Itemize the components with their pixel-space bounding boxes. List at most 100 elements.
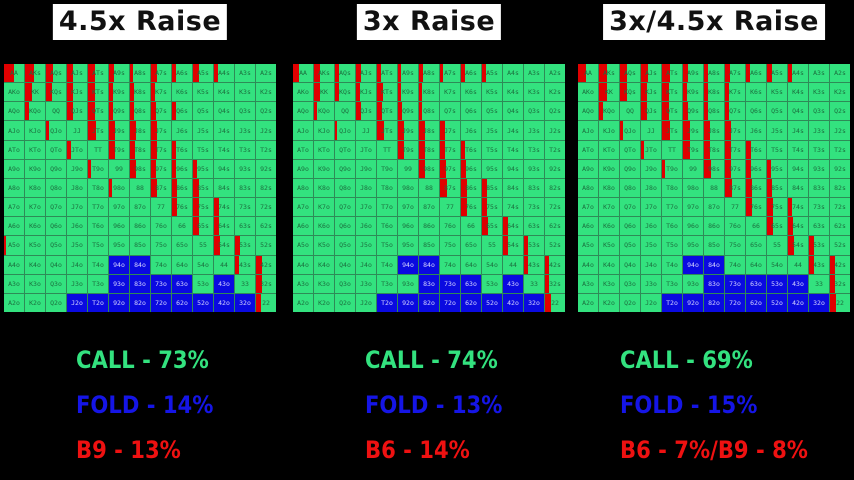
hand-label: Q6o [50, 222, 62, 231]
hand-label: Q5s [771, 107, 783, 116]
hand-cell: 94o [109, 255, 129, 274]
hand-cell: 75o [440, 236, 460, 255]
hand-cell: 95o [109, 236, 129, 255]
hand-label: 73s [528, 203, 540, 212]
hand-cell: 84s [788, 178, 808, 198]
hand-cell: 55 [767, 236, 787, 255]
hand-cell: A3o [578, 274, 598, 293]
hand-cell: 53s [809, 236, 829, 255]
hand-cell: 92s [545, 159, 565, 178]
hand-cell: K9s [683, 83, 703, 102]
hand-label: 62s [260, 222, 272, 231]
hand-label: T6o [92, 222, 104, 231]
hand-label: J4s [507, 126, 519, 135]
hand-cell: 93o [109, 274, 129, 293]
hand-label: QJs [645, 107, 657, 116]
hand-label: 76o [729, 222, 741, 231]
hand-label: QQ [626, 107, 634, 116]
raise-portion [440, 159, 446, 178]
hand-label: J6s [750, 126, 762, 135]
hand-cell: 75s [482, 198, 502, 217]
hand-cell: 85s [767, 178, 787, 198]
raise-portion [599, 64, 607, 83]
hand-cell: J2s [545, 121, 565, 140]
hand-cell: A5o [4, 236, 24, 255]
hand-cell: 94s [788, 159, 808, 178]
hand-cell: AQs [46, 64, 66, 83]
hand-cell: J7o [641, 198, 661, 217]
hand-label: J7o [360, 203, 372, 212]
hand-label: K7s [729, 88, 741, 97]
hand-cell: 64s [503, 217, 523, 236]
hand-cell: 84o [130, 255, 150, 274]
hand-label: 82o [134, 298, 146, 307]
hand-cell: 86s [461, 178, 481, 198]
hand-label: T8s [423, 145, 435, 154]
raise-portion [25, 102, 29, 121]
hand-cell: 33 [235, 274, 255, 293]
hand-cell: 92o [398, 293, 418, 312]
hand-label: J9s [113, 126, 125, 135]
raise-portion [193, 217, 199, 236]
hand-cell: J4s [503, 121, 523, 140]
hand-cell: 88 [130, 178, 150, 198]
hand-cell: 43s [524, 255, 544, 274]
raise-portion [109, 83, 113, 102]
hand-cell: T2s [545, 140, 565, 159]
hand-label: K5s [197, 88, 209, 97]
hand-label: AJs [71, 69, 83, 78]
hand-label: T2o [92, 298, 104, 307]
hand-label: 76o [444, 222, 456, 231]
hand-label: 94o [113, 260, 125, 269]
hand-cell: A3o [4, 274, 24, 293]
raise-portion [461, 159, 466, 178]
hand-cell: Q4o [335, 255, 355, 274]
hand-label: 54o [197, 260, 209, 269]
hand-cell: J5s [482, 121, 502, 140]
hand-label: 63o [465, 279, 477, 288]
hand-cell: QTs [662, 102, 682, 121]
hand-label: T4o [92, 260, 104, 269]
hand-cell: 96o [398, 217, 418, 236]
raise-portion [88, 83, 95, 102]
hand-cell: J7o [67, 198, 87, 217]
hand-label: A6s [465, 69, 477, 78]
hand-cell: AKs [314, 64, 334, 83]
hand-label: T5o [381, 241, 393, 250]
hand-label: A7s [729, 69, 741, 78]
hand-cell: 65s [482, 217, 502, 236]
hand-label: ATs [92, 69, 104, 78]
hand-cell: T9s [109, 140, 129, 159]
raise-portion [704, 83, 708, 102]
hand-cell: KTs [662, 83, 682, 102]
hand-cell: Q6o [335, 217, 355, 236]
hand-label: 83s [813, 183, 825, 192]
hand-label: Q5o [339, 241, 351, 250]
hand-cell: ATo [4, 140, 24, 159]
hand-label: 65s [197, 222, 209, 231]
hand-label: J3s [813, 126, 825, 135]
hand-label: 62o [750, 298, 762, 307]
raise-portion [356, 83, 360, 102]
hand-label: T5o [666, 241, 678, 250]
hand-cell: K6s [172, 83, 192, 102]
hand-cell: 74o [151, 255, 171, 274]
hand-cell: 82o [419, 293, 439, 312]
hand-label: A6s [750, 69, 762, 78]
hand-label: T3o [381, 279, 393, 288]
hand-label: 98o [402, 183, 414, 192]
hand-label: 63s [813, 222, 825, 231]
hand-cell: 43s [809, 255, 829, 274]
hand-label: J3s [528, 126, 540, 135]
hand-label: 75o [444, 241, 456, 250]
hand-label: A3o [8, 279, 20, 288]
hand-label: 74s [792, 203, 804, 212]
hand-cell: Q8s [419, 102, 439, 121]
hand-cell: K3s [235, 83, 255, 102]
hand-label: J4o [645, 260, 657, 269]
raise-portion [725, 121, 731, 140]
hand-cell: K8s [419, 83, 439, 102]
hand-label: 62o [465, 298, 477, 307]
hand-cell: A6o [293, 217, 313, 236]
hand-label: 83o [134, 279, 146, 288]
